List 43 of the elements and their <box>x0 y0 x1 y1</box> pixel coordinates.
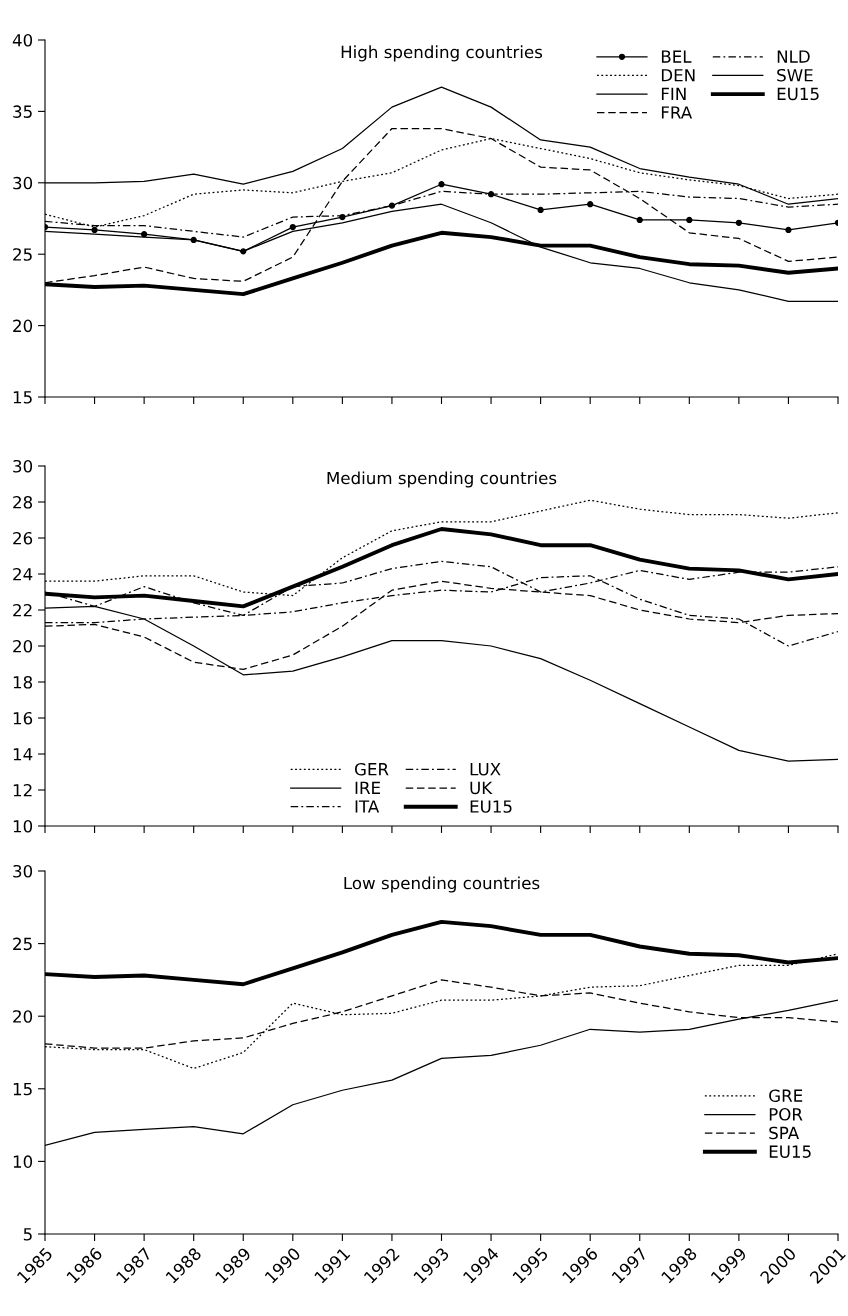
y-tick-label: 12 <box>13 783 32 797</box>
legend-label: ITA <box>355 800 380 813</box>
y-tick-label: 25 <box>13 937 32 951</box>
legend-label: GER <box>354 762 389 776</box>
y-tick-label: 15 <box>13 391 32 404</box>
chart-title: Low spending countries <box>344 876 540 893</box>
y-tick-label: 20 <box>13 1010 33 1023</box>
y-tick-label: 24 <box>13 567 33 581</box>
legend-label: UK <box>470 781 493 795</box>
legend-label: POR <box>769 1108 803 1121</box>
y-tick-label: 20 <box>13 639 33 653</box>
legend-label: NLD <box>777 50 810 63</box>
y-tick-label: 30 <box>13 176 33 190</box>
y-tick-label: 40 <box>12 33 33 47</box>
legend-label: FIN <box>661 87 686 100</box>
y-tick-label: 25 <box>13 248 32 261</box>
legend-label: SWE <box>777 68 813 82</box>
y-tick-label: 20 <box>13 319 33 333</box>
legend-label: EU15 <box>769 1145 811 1158</box>
y-tick-label: 28 <box>13 495 33 509</box>
y-tick-label: 10 <box>13 1155 33 1168</box>
y-tick-label: 30 <box>13 864 33 878</box>
y-tick-label: 15 <box>13 1082 32 1096</box>
y-tick-label: 5 <box>23 1228 32 1241</box>
legend-label: FRA <box>661 106 693 119</box>
y-tick-label: 10 <box>13 819 33 833</box>
legend-label: IRE <box>355 781 380 794</box>
y-tick-label: 26 <box>13 531 33 545</box>
legend-label: SPA <box>769 1126 800 1140</box>
y-tick-label: 18 <box>13 675 33 689</box>
legend-label: EU15 <box>777 87 819 101</box>
y-tick-label: 16 <box>13 711 33 725</box>
legend-label: GRE <box>769 1089 803 1102</box>
y-tick-label: 14 <box>13 748 33 761</box>
y-tick-label: 22 <box>13 603 32 617</box>
chart-title: Medium spending countries <box>327 471 557 488</box>
y-tick-label: 35 <box>13 105 32 118</box>
y-tick-label: 30 <box>13 459 33 473</box>
legend-label: DEN <box>661 69 695 82</box>
legend-label: BEL <box>661 50 692 63</box>
legend-label: EU15 <box>470 800 512 813</box>
legend-label: LUX <box>470 763 501 776</box>
chart-title: High spending countries <box>341 45 543 62</box>
